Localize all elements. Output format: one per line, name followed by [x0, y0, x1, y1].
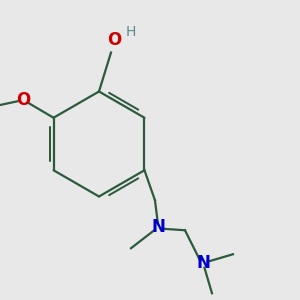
- Text: N: N: [151, 218, 165, 236]
- Text: N: N: [196, 254, 210, 272]
- Text: O: O: [107, 32, 121, 50]
- Text: H: H: [125, 25, 136, 38]
- Text: O: O: [16, 91, 31, 109]
